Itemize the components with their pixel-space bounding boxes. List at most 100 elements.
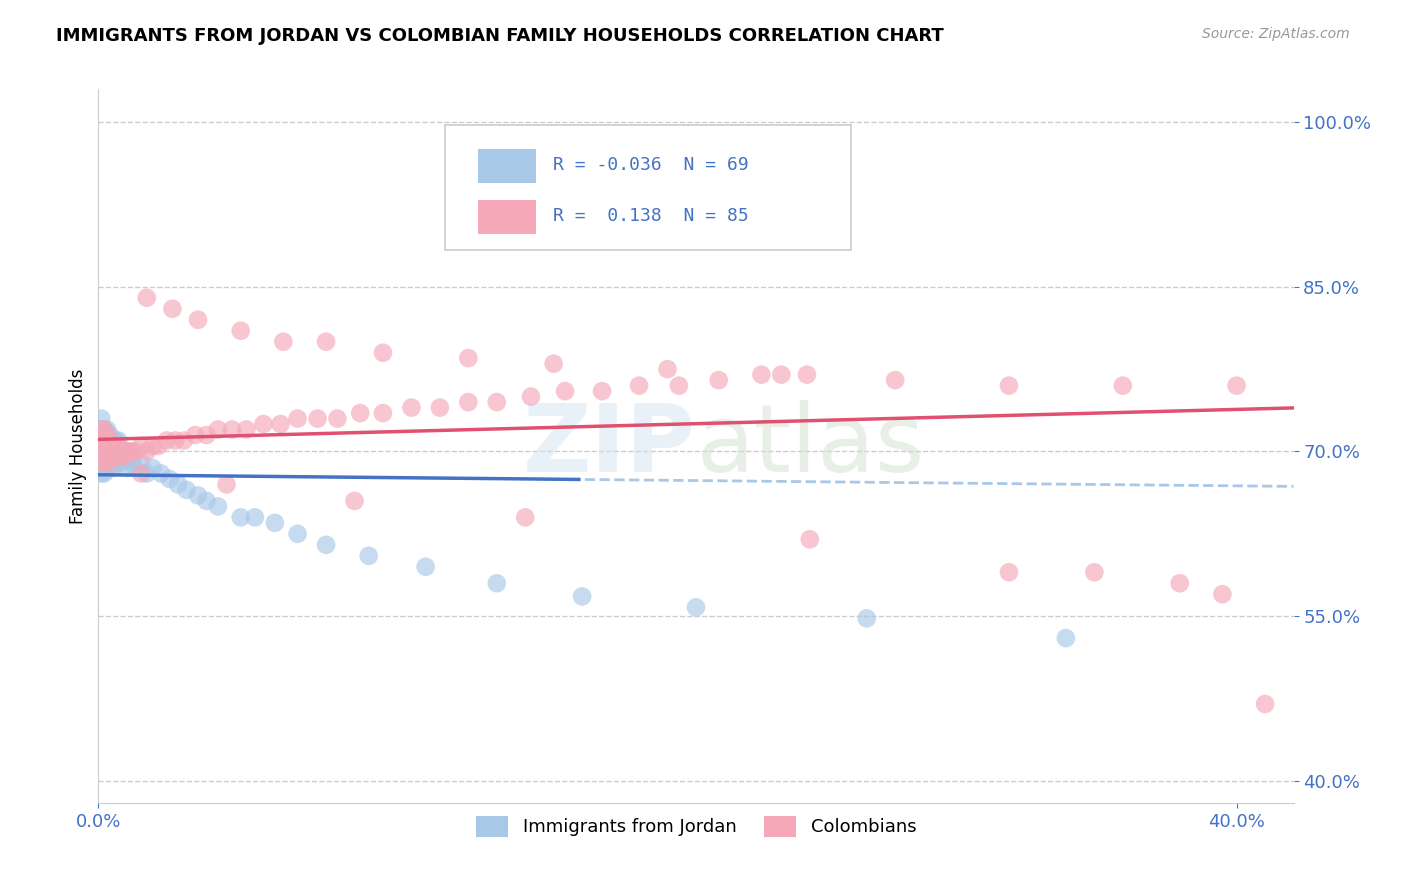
FancyBboxPatch shape — [478, 149, 536, 183]
Point — [107, 455, 129, 469]
Point — [112, 450, 135, 464]
Point — [287, 526, 309, 541]
Point — [657, 362, 679, 376]
Point — [141, 439, 163, 453]
Point — [176, 483, 198, 497]
Point — [90, 428, 112, 442]
Point — [98, 450, 121, 464]
Point — [87, 444, 110, 458]
Point — [195, 494, 218, 508]
Point — [195, 428, 218, 442]
Point — [207, 500, 229, 514]
Text: ZIP: ZIP — [523, 400, 696, 492]
Point — [135, 467, 157, 481]
Point — [243, 510, 266, 524]
Point — [187, 312, 209, 326]
Point — [167, 477, 190, 491]
Point — [87, 455, 110, 469]
Point — [668, 378, 690, 392]
Point — [112, 450, 135, 464]
Point — [998, 566, 1021, 580]
Point — [1226, 378, 1249, 392]
Text: R =  0.138  N = 85: R = 0.138 N = 85 — [553, 207, 748, 225]
Point — [207, 423, 229, 437]
Point — [287, 411, 309, 425]
Text: atlas: atlas — [696, 400, 924, 492]
Point — [591, 384, 613, 398]
Point — [101, 461, 124, 475]
Point — [159, 472, 181, 486]
Point — [98, 461, 121, 475]
Text: R = -0.036  N = 69: R = -0.036 N = 69 — [553, 156, 748, 174]
Point — [90, 439, 112, 453]
Point — [93, 434, 115, 448]
Point — [263, 516, 285, 530]
Point — [90, 423, 112, 437]
Point — [110, 444, 132, 458]
Point — [1112, 378, 1135, 392]
Text: Source: ZipAtlas.com: Source: ZipAtlas.com — [1202, 27, 1350, 41]
Point — [796, 368, 818, 382]
Point — [90, 423, 112, 437]
Point — [571, 590, 593, 604]
Point — [343, 494, 366, 508]
Point — [751, 368, 773, 382]
Point — [90, 439, 112, 453]
Point — [107, 444, 129, 458]
Point — [96, 423, 118, 437]
Point — [107, 450, 129, 464]
Point — [187, 488, 209, 502]
Point — [101, 434, 124, 448]
Point — [135, 444, 157, 458]
Point — [162, 301, 184, 316]
Point — [98, 434, 121, 448]
Point — [90, 411, 112, 425]
Point — [326, 411, 349, 425]
Point — [141, 461, 163, 475]
Point — [101, 439, 124, 453]
Point — [93, 434, 115, 448]
Point — [98, 455, 121, 469]
Point — [307, 411, 329, 425]
Point — [229, 324, 252, 338]
Point — [252, 417, 274, 431]
Point — [401, 401, 423, 415]
Point — [87, 434, 110, 448]
Point — [96, 450, 118, 464]
Point — [104, 434, 127, 448]
Point — [135, 291, 157, 305]
Point — [799, 533, 821, 547]
Point — [93, 444, 115, 458]
Point — [104, 450, 127, 464]
Point — [124, 461, 146, 475]
Point — [357, 549, 380, 563]
Point — [628, 378, 651, 392]
Point — [98, 428, 121, 442]
Point — [96, 439, 118, 453]
Point — [554, 384, 576, 398]
Point — [1254, 697, 1277, 711]
Point — [121, 444, 143, 458]
Point — [884, 373, 907, 387]
Point — [485, 395, 508, 409]
Point — [98, 434, 121, 448]
Point — [371, 406, 394, 420]
Point — [543, 357, 565, 371]
Point — [221, 423, 243, 437]
Point — [215, 477, 238, 491]
Point — [90, 450, 112, 464]
Point — [520, 390, 543, 404]
Point — [90, 444, 112, 458]
Point — [315, 538, 337, 552]
Point — [96, 428, 118, 442]
Point — [515, 510, 537, 524]
Legend: Immigrants from Jordan, Colombians: Immigrants from Jordan, Colombians — [468, 808, 924, 844]
Point — [90, 428, 112, 442]
Point — [93, 428, 115, 442]
Point — [101, 450, 124, 464]
Point — [115, 461, 138, 475]
Y-axis label: Family Households: Family Households — [69, 368, 87, 524]
Point — [273, 334, 295, 349]
Point — [1054, 631, 1077, 645]
Point — [93, 423, 115, 437]
